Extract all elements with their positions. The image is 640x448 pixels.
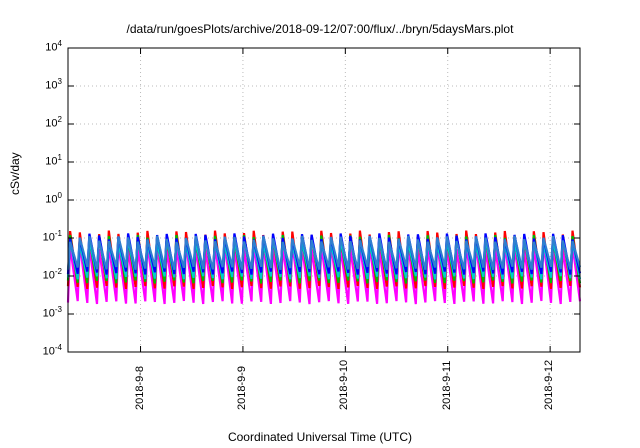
series-layer	[66, 230, 582, 305]
y-tick-label: 10-3	[42, 305, 62, 320]
y-tick-label: 101	[45, 153, 62, 168]
x-tick-label: 2018-9-8	[133, 365, 146, 410]
y-tick-label: 103	[45, 77, 62, 92]
tick-marks	[68, 47, 580, 353]
y-tick-label: 10-4	[42, 343, 62, 358]
y-tick-label: 10-2	[42, 267, 62, 282]
y-tick-label: 104	[45, 39, 62, 54]
x-tick-label: 2018-9-9	[235, 365, 248, 410]
x-tick-label: 2018-9-11	[440, 360, 453, 410]
chart-title: /data/run/goesPlots/archive/2018-09-12/0…	[126, 22, 514, 36]
y-tick-label: 10-1	[42, 229, 62, 244]
x-tick-label: 2018-9-12	[543, 359, 556, 410]
grid-lines	[68, 48, 580, 352]
x-axis-label: Coordinated Universal Time (UTC)	[227, 430, 413, 444]
y-tick-label: 100	[45, 191, 62, 206]
x-tick-label: 2018-9-10	[338, 359, 351, 410]
series-line	[66, 235, 582, 271]
y-tick-label: 102	[45, 115, 62, 130]
